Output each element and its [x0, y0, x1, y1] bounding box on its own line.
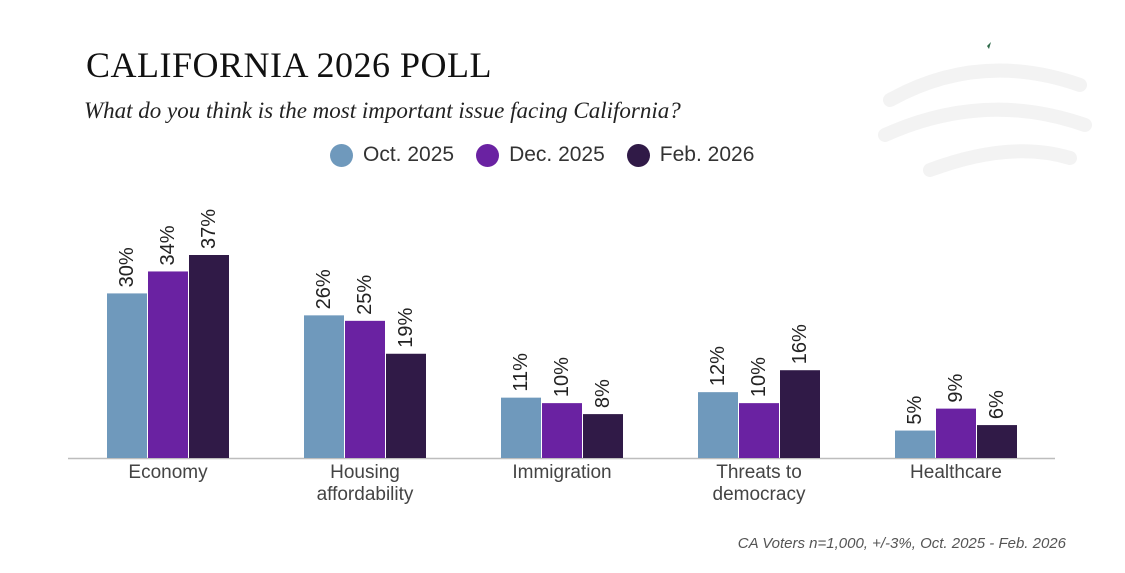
data-label-1-0: 26% — [313, 269, 335, 309]
legend-label-oct-2025: Oct. 2025 — [363, 143, 455, 166]
data-label-3-2: 16% — [789, 324, 811, 364]
legend-item-feb-2026: Feb. 2026 — [626, 143, 755, 167]
data-label-1-1: 25% — [354, 275, 376, 315]
legend-item-oct-2025: Oct. 2025 — [330, 143, 454, 167]
legend-item-dec-2025: Dec. 2025 — [476, 143, 605, 167]
category-label-0: Economy — [128, 462, 208, 483]
legend-swatch-feb-2026 — [626, 143, 650, 167]
chart-footnote: CA Voters n=1,000, +/-3%, Oct. 2025 - Fe… — [737, 535, 1066, 552]
bar-4-0 — [895, 430, 935, 458]
legend-label-dec-2025: Dec. 2025 — [509, 143, 605, 166]
bar-3-1 — [739, 403, 779, 458]
bar-3-0 — [698, 392, 738, 458]
chart-legend: Oct. 2025 Dec. 2025 Feb. 2026 — [330, 143, 754, 167]
category-label-line: affordability — [317, 484, 414, 505]
legend-label-feb-2026: Feb. 2026 — [659, 143, 755, 166]
chart-subtitle: What do you think is the most important … — [84, 98, 681, 123]
category-label-1: Housing affordability — [317, 462, 414, 505]
bar-1-1 — [345, 320, 385, 458]
bar-0-0 — [107, 293, 147, 458]
chart-title: CALIFORNIA 2026 POLL — [86, 45, 493, 85]
category-label-3: Threats to democracy — [713, 462, 806, 505]
data-label-3-0: 12% — [707, 346, 729, 386]
bar-1-2 — [386, 353, 426, 458]
bar-0-2 — [189, 255, 229, 458]
bar-2-1 — [542, 403, 582, 458]
category-label-line: Housing — [330, 462, 400, 483]
data-label-3-1: 10% — [748, 357, 770, 397]
bar-0-1 — [148, 271, 188, 458]
data-label-4-2: 6% — [986, 390, 1008, 419]
legend-swatch-oct-2025 — [330, 143, 353, 167]
bar-4-1 — [936, 408, 976, 458]
data-label-1-2: 19% — [395, 308, 417, 348]
category-label-line: democracy — [713, 484, 806, 505]
bar-2-2 — [583, 414, 623, 458]
data-label-4-0: 5% — [904, 395, 926, 424]
bar-1-0 — [304, 315, 344, 458]
data-label-0-0: 30% — [116, 247, 138, 287]
data-label-2-2: 8% — [592, 379, 614, 408]
category-label-4: Healthcare — [910, 462, 1002, 483]
bar-4-2 — [977, 425, 1017, 458]
bar-3-2 — [780, 370, 820, 458]
category-label-2: Immigration — [512, 462, 611, 483]
data-label-2-0: 11% — [510, 353, 532, 392]
faded-logo-watermark — [878, 42, 1092, 177]
category-label-line: Immigration — [512, 462, 611, 483]
bar-2-0 — [501, 397, 541, 458]
data-label-2-1: 10% — [551, 357, 573, 397]
legend-swatch-dec-2025 — [476, 143, 500, 167]
data-label-4-1: 9% — [945, 373, 967, 402]
data-label-0-1: 34% — [157, 225, 179, 265]
data-label-0-2: 37% — [198, 209, 220, 249]
category-label-line: Economy — [128, 462, 208, 483]
category-label-line: Healthcare — [910, 462, 1002, 483]
category-label-line: Threats to — [716, 462, 802, 483]
